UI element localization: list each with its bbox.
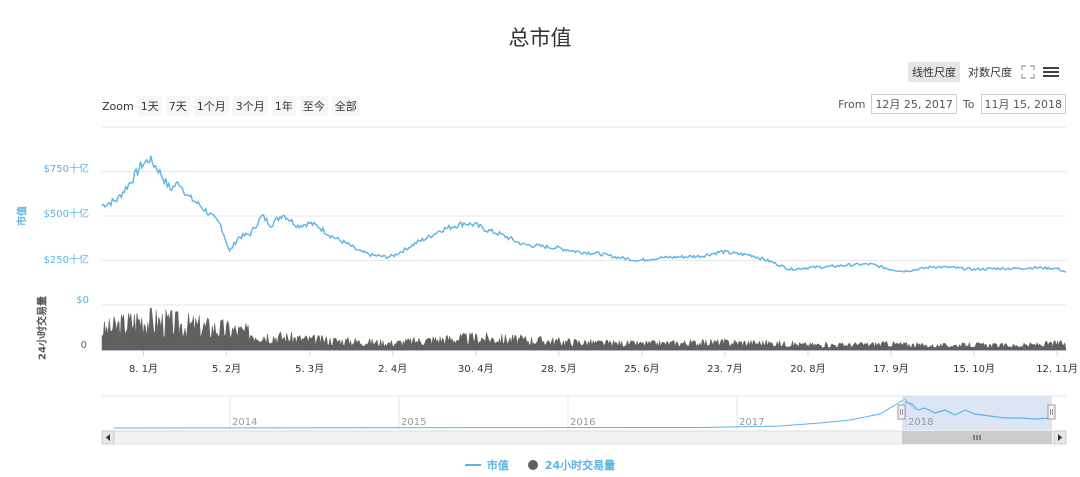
legend-item-market-cap[interactable]: 市值 bbox=[464, 457, 509, 473]
zoom-selector: Zoom 1天 7天 1个月 3个月 1年 至今 全部 bbox=[102, 96, 360, 116]
y-tick-label: 0 bbox=[80, 340, 87, 351]
x-tick-label: 12. 11月 bbox=[1036, 364, 1078, 375]
x-tick-label: 5. 2月 bbox=[212, 364, 242, 375]
zoom-button-1y[interactable]: 1年 bbox=[271, 96, 296, 116]
x-tick-label: 8. 1月 bbox=[128, 364, 159, 375]
to-label: To bbox=[962, 97, 975, 111]
x-tick-label: 17. 9月 bbox=[873, 364, 909, 375]
zoom-button-ytd[interactable]: 至今 bbox=[299, 96, 328, 116]
zoom-label: Zoom bbox=[102, 99, 134, 113]
x-tick-label: 30. 4月 bbox=[458, 364, 494, 375]
x-tick-label: 2. 4月 bbox=[378, 364, 408, 375]
log-scale-button[interactable]: 对数尺度 bbox=[968, 66, 1012, 79]
fullscreen-icon[interactable] bbox=[1020, 64, 1038, 80]
navigator-tick-label: 2014 bbox=[232, 417, 258, 428]
navigator[interactable] bbox=[0, 0, 1080, 450]
from-label: From bbox=[838, 97, 866, 111]
navigator-handle-left[interactable] bbox=[897, 404, 906, 420]
y-tick-label: $0 bbox=[76, 295, 89, 306]
from-date-input[interactable]: 12月 25, 2017 bbox=[871, 94, 957, 114]
y-tick-label: $750十亿 bbox=[43, 164, 89, 175]
legend: 市值 24小时交易量 bbox=[0, 457, 1080, 473]
x-tick-label: 5. 3月 bbox=[295, 364, 325, 375]
market-cap-series-line[interactable] bbox=[101, 155, 1067, 273]
x-tick-label: 15. 10月 bbox=[953, 364, 995, 375]
scale-toolbar: 线性尺度 对数尺度 bbox=[908, 62, 1060, 82]
main-chart-plot bbox=[101, 126, 1067, 356]
hamburger-menu-icon[interactable] bbox=[1042, 64, 1060, 80]
navigator-tick-label: 2017 bbox=[739, 417, 765, 428]
legend-label: 24小时交易量 bbox=[544, 459, 616, 472]
zoom-button-7d[interactable]: 7天 bbox=[165, 96, 190, 116]
zoom-button-1d[interactable]: 1天 bbox=[137, 96, 162, 116]
zoom-button-all[interactable]: 全部 bbox=[331, 96, 360, 116]
x-tick-label: 25. 6月 bbox=[624, 364, 660, 375]
y-tick-label: $500十亿 bbox=[43, 209, 89, 220]
date-range: From 12月 25, 2017 To 11月 15, 2018 bbox=[838, 94, 1066, 114]
scrollbar-grip-icon bbox=[973, 435, 981, 440]
to-date-input[interactable]: 11月 15, 2018 bbox=[980, 94, 1066, 114]
zoom-button-3m[interactable]: 3个月 bbox=[232, 96, 268, 116]
volume-series-area[interactable] bbox=[101, 307, 1067, 351]
chart-title: 总市值 bbox=[508, 26, 572, 50]
navigator-handle-right[interactable] bbox=[1047, 404, 1056, 420]
legend-label: 市值 bbox=[486, 459, 509, 472]
navigator-tick-label: 2018 bbox=[908, 417, 934, 428]
y-tick-label: $250十亿 bbox=[43, 255, 89, 266]
scrollbar-right-arrow[interactable] bbox=[1053, 430, 1067, 445]
navigator-selection[interactable] bbox=[902, 396, 1052, 430]
zoom-button-1m[interactable]: 1个月 bbox=[193, 96, 229, 116]
navigator-tick-label: 2016 bbox=[570, 417, 596, 428]
x-tick-label: 28. 5月 bbox=[541, 364, 577, 375]
x-tick-label: 23. 7月 bbox=[707, 364, 743, 375]
navigator-tick-label: 2015 bbox=[401, 417, 427, 428]
linear-scale-button[interactable]: 线性尺度 bbox=[908, 62, 960, 82]
x-tick-label: 20. 8月 bbox=[790, 364, 826, 375]
scrollbar-left-arrow[interactable] bbox=[101, 430, 115, 445]
legend-item-volume[interactable]: 24小时交易量 bbox=[527, 457, 615, 473]
